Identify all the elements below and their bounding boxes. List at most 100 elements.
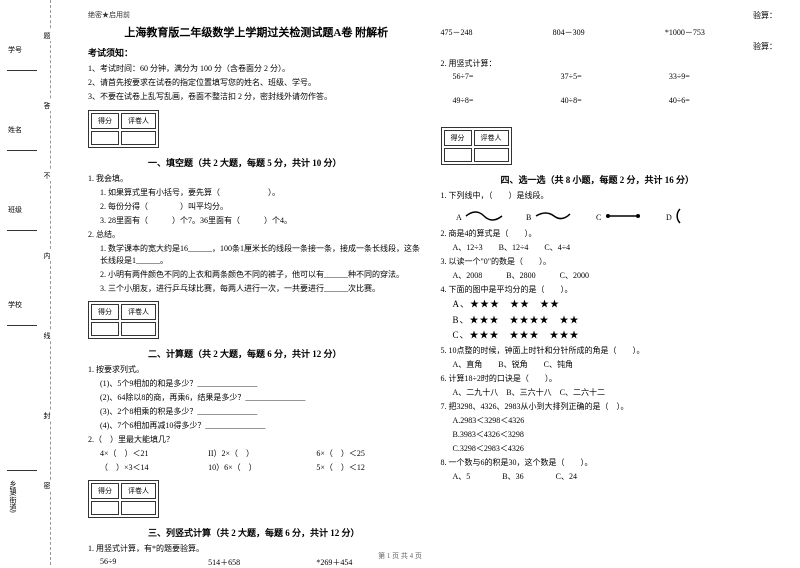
calc-cell: 5×（ ）＜12 — [316, 462, 424, 473]
calc-cell: 475－248 — [441, 27, 553, 38]
score-box: 得分 评卷人 — [441, 127, 512, 165]
calc-cell: II）2×（ ） — [208, 448, 316, 459]
option-c: C、★★★ ★★★ ★★★ — [453, 329, 778, 343]
question-item: (1)、5个9相加的和是多少？_______________ — [100, 378, 425, 390]
grader-col: 评卷人 — [121, 483, 156, 499]
field-town: 乡镇(街道) — [8, 480, 18, 513]
question: 4. 下面的图中是平均分的是（ ）。 — [441, 284, 778, 296]
calc-cell: 4×（ ）＜21 — [100, 448, 208, 459]
calc-cell: 6×（ ）＜25 — [316, 448, 424, 459]
calc-cell: *1000－753 — [665, 27, 777, 38]
content-area: 绝密★启用前 上海教育版二年级数学上学期过关检测试题A卷 附解析 考试须知： 1… — [70, 0, 800, 565]
question: 3. 以读一个"0"的数是（ ）。 — [441, 256, 778, 268]
calc-row: 56÷7= 37÷5= 33÷9= — [453, 72, 778, 81]
section-4-title: 四、选一选（共 8 小题，每题 2 分，共计 16 分） — [501, 173, 778, 186]
left-column: 绝密★启用前 上海教育版二年级数学上学期过关检测试题A卷 附解析 考试须知： 1… — [80, 10, 433, 560]
score-box: 得分 评卷人 — [88, 110, 159, 148]
question: 2. 总结。 — [88, 229, 425, 241]
calc-cell: 56÷7= — [453, 72, 561, 81]
options: A、二九十八 B、三六十八 C、二六十二 — [453, 387, 778, 399]
field-line — [7, 470, 37, 471]
question: 2. 用竖式计算： — [441, 58, 778, 70]
field-line — [7, 325, 37, 326]
vert-text: 答 — [42, 100, 52, 111]
shape-a: A — [456, 206, 506, 224]
question-item: (2)、64除以8的商，再乘6，结果是多少？_______________ — [100, 392, 425, 404]
options: A、直角 B、锐角 C、钝角 — [453, 359, 778, 371]
section-2-title: 二、计算题（共 2 大题，每题 6 分，共计 12 分） — [148, 347, 425, 360]
field-line — [7, 70, 37, 71]
svg-text:B: B — [526, 213, 531, 222]
grader-col: 评卷人 — [474, 130, 509, 146]
options: A、12÷3 B、12÷4 C、4÷4 — [453, 242, 778, 254]
field-studentid: 学号 — [8, 45, 22, 55]
calc-cell: 40÷6= — [669, 96, 777, 105]
question: 1. 按要求列式。 — [88, 364, 425, 376]
calc-cell: 10）6×（ ） — [208, 462, 316, 473]
notice-item: 2、请首先按要求在试卷的指定位置填写您的姓名、班级、学号。 — [88, 77, 425, 88]
svg-text:C: C — [596, 213, 601, 222]
option-a: A、★★★ ★★ ★★ — [453, 298, 778, 312]
field-name: 姓名 — [8, 125, 22, 135]
question: 6. 计算18÷2时的口诀是（ ）。 — [441, 373, 778, 385]
option: B.3983＜4326＜3298 — [453, 429, 778, 441]
question: 1. 我会填。 — [88, 173, 425, 185]
svg-text:A: A — [456, 213, 462, 222]
vert-text: 封 — [42, 410, 52, 421]
section-1-title: 一、填空题（共 2 大题，每题 5 分，共计 10 分） — [148, 156, 425, 169]
question: 2.（ ）里最大能填几？ — [88, 434, 425, 446]
field-line — [7, 150, 37, 151]
svg-text:D: D — [666, 213, 672, 222]
line-shapes: A B C D — [456, 206, 778, 224]
question: 2. 商是4的算式是（ ）。 — [441, 228, 778, 240]
question-item: 1. 数学课本的宽大约是16______，100条1厘米长的线段一条接一条，接成… — [100, 243, 425, 267]
field-class: 班级 — [8, 205, 22, 215]
verify-label: 验算： — [441, 10, 778, 21]
vert-text: 密 — [42, 480, 52, 491]
section-3-title: 三、列竖式计算（共 2 大题，每题 6 分，共计 12 分） — [148, 526, 425, 539]
vert-text: 题 — [42, 30, 52, 41]
right-column: 验算： 475－248 804－309 *1000－753 验算： 2. 用竖式… — [433, 10, 786, 560]
binding-margin: 题 答 不 内 线 封 密 学号 姓名 班级 学校 乡镇(街道) — [0, 0, 70, 565]
vert-text: 不 — [42, 170, 52, 181]
vert-text: 线 — [42, 330, 52, 341]
options: A、5 B、36 C、24 — [453, 471, 778, 483]
shape-c: C — [596, 206, 646, 224]
exam-title: 上海教育版二年级数学上学期过关检测试题A卷 附解析 — [88, 24, 425, 40]
notice-heading: 考试须知： — [88, 46, 425, 59]
option: A.2983＜3298＜4326 — [453, 415, 778, 427]
calc-row: （ ）×3＜14 10）6×（ ） 5×（ ）＜12 — [100, 462, 425, 473]
shape-b: B — [526, 206, 576, 224]
verify-label: 验算： — [441, 41, 778, 52]
score-col: 得分 — [444, 130, 472, 146]
question-item: 3. 三个小朋友，进行乒乓球比赛，每两人进行一次，一共要进行______次比赛。 — [100, 283, 425, 295]
calc-cell: 40÷8= — [561, 96, 669, 105]
calc-cell: 33÷9= — [669, 72, 777, 81]
option-b: B、★★★ ★★★★ ★★ — [453, 314, 778, 328]
question-item: 1. 如果算式里有小括号，要先算（ ）。 — [100, 187, 425, 199]
question-item: 2. 小明有两件颜色不同的上衣和两条颜色不同的裤子，他可以有______种不同的… — [100, 269, 425, 281]
question: 5. 10点整的时候，钟面上时针和分针所成的角是（ ）。 — [441, 345, 778, 357]
secret-label: 绝密★启用前 — [88, 10, 425, 20]
option: C.3298＜2983＜4326 — [453, 443, 778, 455]
options: A、2008 B、2800 C、2000 — [453, 270, 778, 282]
field-school: 学校 — [8, 300, 22, 310]
question-item: (4)、7个6相加再减10得多少？_______________ — [100, 420, 425, 432]
score-col: 得分 — [91, 483, 119, 499]
question-item: (3)、2个8相乘的积是多少？_______________ — [100, 406, 425, 418]
field-line — [7, 230, 37, 231]
calc-row: 4×（ ）＜21 II）2×（ ） 6×（ ）＜25 — [100, 448, 425, 459]
score-box: 得分 评卷人 — [88, 301, 159, 339]
calc-cell: 49÷8= — [453, 96, 561, 105]
question-item: 2. 每份分得（ ）叫平均分。 — [100, 201, 425, 213]
score-col: 得分 — [91, 113, 119, 129]
page-footer: 第 1 页 共 4 页 — [0, 551, 800, 561]
calc-cell: 37÷5= — [561, 72, 669, 81]
question-item: 3. 28里面有（ ）个7。36里面有（ ）个4。 — [100, 215, 425, 227]
score-col: 得分 — [91, 304, 119, 320]
notice-item: 1、考试时间：60 分钟，满分为 100 分（含卷面分 2 分）。 — [88, 63, 425, 74]
shape-d: D — [666, 206, 706, 224]
grader-col: 评卷人 — [121, 113, 156, 129]
calc-row: 475－248 804－309 *1000－753 — [441, 27, 778, 38]
vert-text: 内 — [42, 250, 52, 261]
